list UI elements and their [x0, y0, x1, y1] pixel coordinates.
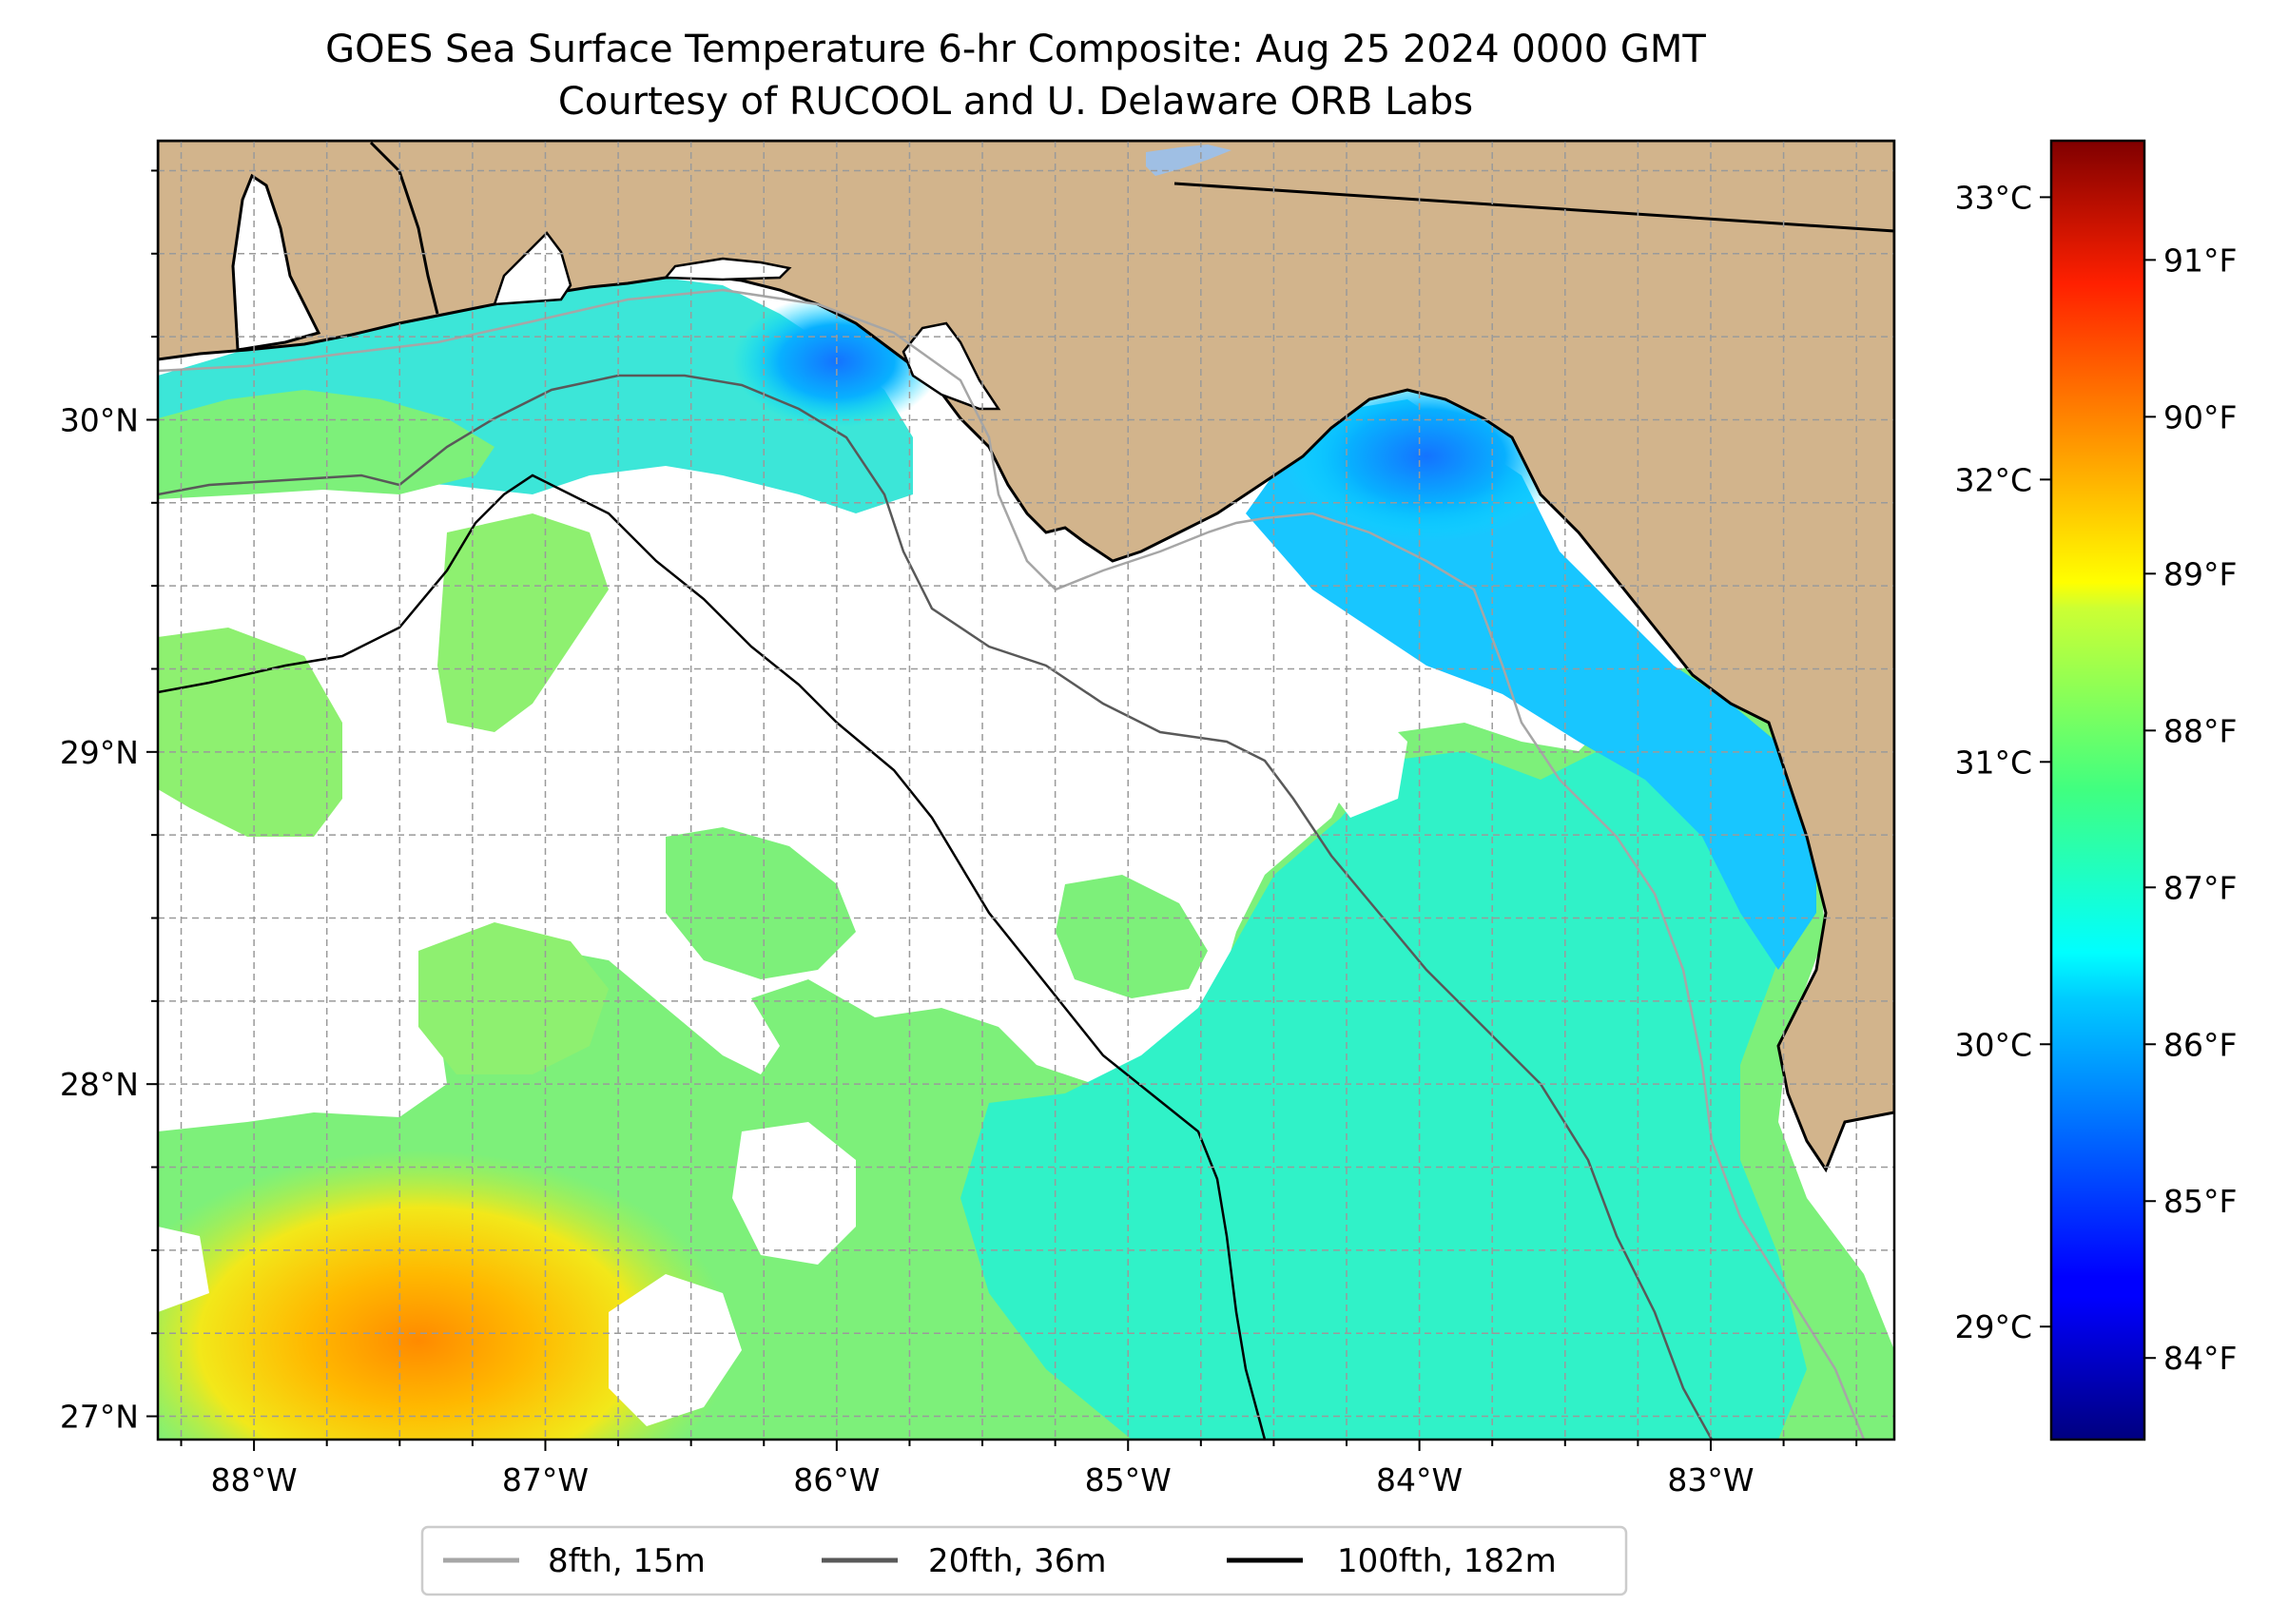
sst-patch-west-1: [158, 628, 342, 837]
legend-label-8fth: 8fth, 15m: [548, 1542, 706, 1580]
fahrenheit-tick-label: 86°F: [2163, 1026, 2237, 1063]
sst-patch-northshelf-green: [158, 390, 494, 499]
land-mass: [158, 141, 1894, 1173]
colorbar: [2049, 139, 2146, 1441]
isobath-20fth: [158, 374, 1714, 1440]
cloud-hole-4: [1322, 704, 1407, 818]
lon-tick-label: 87°W: [502, 1461, 589, 1498]
lake: [1146, 145, 1231, 176]
sst-patch-cyan: [960, 723, 1807, 1440]
colorbar-fahrenheit-axis: 84°F 85°F 86°F 87°F 88°F 89°F 90°F 91°F: [2144, 242, 2237, 1377]
lon-tick-label: 86°W: [793, 1461, 880, 1498]
lat-tick-label: 27°N: [60, 1399, 139, 1436]
sst-patch-west-3: [418, 922, 609, 1074]
legend-frame: [420, 1525, 1628, 1596]
cloud-hole-1: [609, 1274, 742, 1426]
apalachicola-bay: [902, 321, 1001, 411]
celsius-tick-label: 33°C: [1954, 179, 2032, 216]
cloud-hole-2: [732, 1122, 856, 1265]
isobath-legend: 8fth, 15m 20fth, 36m 100fth, 182m: [420, 1525, 1628, 1596]
lat-tick-label: 30°N: [60, 401, 139, 438]
lon-tick-label: 84°W: [1376, 1461, 1463, 1498]
fahrenheit-tick-label: 85°F: [2163, 1183, 2237, 1220]
gridlines: [158, 141, 1894, 1440]
lon-tick-label: 83°W: [1667, 1461, 1754, 1498]
map-panel: [158, 141, 1894, 1440]
legend-label-100fth: 100fth, 182m: [1337, 1542, 1557, 1580]
colorbar-celsius-axis: 29°C 30°C 31°C 32°C 33°C: [1954, 179, 2051, 1345]
al-fl-border: [369, 141, 439, 315]
title-line-2: Courtesy of RUCOOL and U. Delaware ORB L…: [558, 80, 1473, 124]
title-line-1: GOES Sea Surface Temperature 6-hr Compos…: [325, 28, 1706, 71]
lat-tick-label: 29°N: [60, 734, 139, 771]
cloud-hole-3: [158, 1227, 209, 1312]
fahrenheit-tick-label: 87°F: [2163, 869, 2237, 906]
celsius-tick-label: 32°C: [1954, 461, 2032, 498]
state-boundary: [1173, 182, 1894, 233]
sst-patch-west-2: [437, 513, 609, 732]
celsius-tick-label: 31°C: [1954, 744, 2032, 781]
map-frame: [156, 139, 1896, 1441]
fahrenheit-tick-label: 91°F: [2163, 242, 2237, 279]
fahrenheit-tick-label: 90°F: [2163, 398, 2237, 435]
lat-tick-label: 28°N: [60, 1066, 139, 1103]
choctaw-bay: [663, 257, 792, 281]
legend-label-20fth: 20fth, 36m: [928, 1542, 1107, 1580]
pensacola-bay: [493, 231, 572, 306]
fahrenheit-tick-label: 89°F: [2163, 555, 2237, 592]
lon-axis: 88°W 87°W 86°W 85°W 84°W 83°W: [180, 1440, 1858, 1498]
fahrenheit-tick-label: 84°F: [2163, 1340, 2237, 1377]
sst-patch-mid: [666, 827, 856, 979]
sst-warm-core-sw: [158, 1150, 732, 1440]
celsius-tick-label: 30°C: [1954, 1026, 2032, 1063]
fahrenheit-tick-label: 88°F: [2163, 712, 2237, 749]
celsius-tick-label: 29°C: [1954, 1308, 2032, 1345]
sst-patch-mid-2: [1056, 875, 1208, 998]
lon-tick-label: 85°W: [1085, 1461, 1172, 1498]
lon-tick-label: 88°W: [211, 1461, 298, 1498]
lat-axis: 30°N 29°N 28°N 27°N: [60, 169, 158, 1436]
